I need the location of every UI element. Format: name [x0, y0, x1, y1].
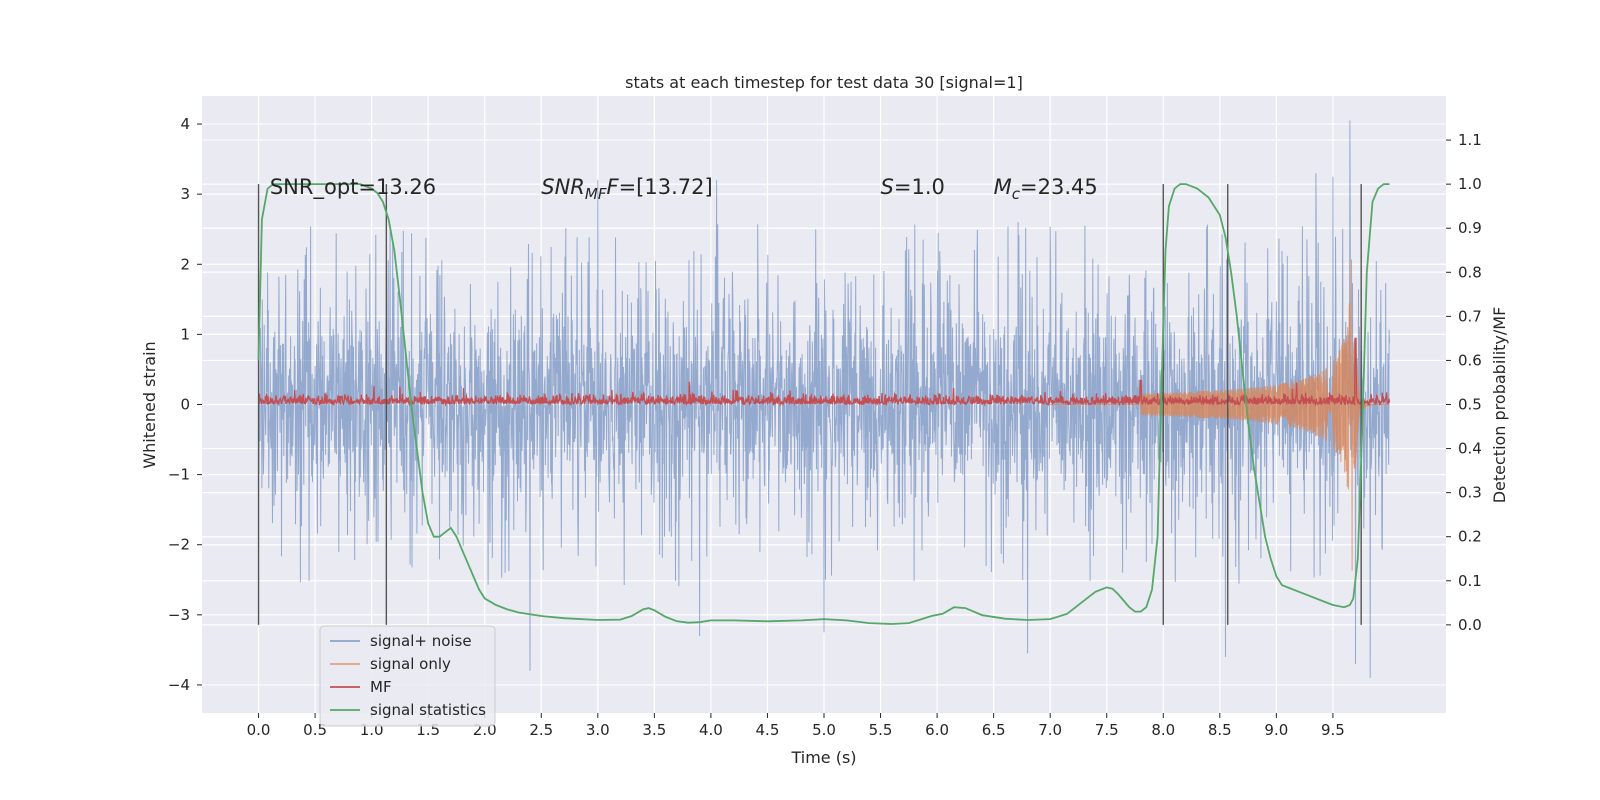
legend-label: signal+ noise — [370, 632, 472, 650]
x-tick-label: 2.5 — [529, 721, 553, 739]
legend: signal+ noise signal only MF signal statist… — [319, 625, 496, 727]
x-tick-label: 0.5 — [303, 721, 327, 739]
annotation-3: S=1.0 — [881, 175, 945, 199]
y-right-tick-label: 0.7 — [1458, 307, 1482, 325]
series-signal-statistics-line — [257, 183, 1390, 625]
annotation-4: Mc=23.45 — [994, 175, 1098, 203]
y-tick-label: −2 — [168, 536, 190, 554]
annotation-1: SNR_opt=13.26 — [270, 175, 436, 200]
y-tick-label: 0 — [180, 396, 190, 414]
y-right-tick-label: 0.8 — [1458, 263, 1482, 281]
legend-label: signal only — [370, 655, 451, 673]
y-right-tick-label: 0.9 — [1458, 219, 1482, 237]
y-right-tick-label: 1.1 — [1458, 131, 1482, 149]
series-signal-noise-line — [258, 120, 1390, 678]
annotation-part: F — [606, 175, 619, 199]
y-right-tick-label: 0.6 — [1458, 351, 1482, 369]
annotation-part: =1.0 — [894, 175, 945, 199]
y-right-tick-label: 0.0 — [1458, 616, 1482, 634]
y-tick-label: 2 — [180, 255, 190, 273]
y-tick-label: −1 — [168, 466, 190, 484]
annotation-subscript: MF — [585, 185, 607, 203]
x-tick-label: 5.0 — [812, 721, 836, 739]
chart-title: stats at each timestep for test data 30 … — [625, 73, 1023, 92]
y-right-tick-label: 0.4 — [1458, 440, 1482, 458]
y-tick-label: 3 — [180, 185, 190, 203]
annotation-part: SNR — [541, 175, 585, 199]
x-tick-label: 4.5 — [756, 721, 780, 739]
y-axis-label: Whitened strain — [140, 341, 159, 468]
x-tick-label: 8.0 — [1151, 721, 1175, 739]
annotations: SNR_opt=13.26 SNRMFF=[13.72] S=1.0 Mc=23.45 — [270, 175, 1098, 203]
y-tick-label: −3 — [168, 606, 190, 624]
x-tick-label: 4.0 — [699, 721, 723, 739]
annotation-part: S — [881, 175, 894, 199]
annotation-part: =23.45 — [1020, 175, 1098, 199]
annotation-part: =[13.72] — [619, 175, 713, 199]
annotation-part: M — [994, 175, 1012, 199]
y-right-tick-label: 0.3 — [1458, 484, 1482, 502]
plot-area — [257, 120, 1391, 678]
y-right-tick-label: 0.5 — [1458, 396, 1482, 414]
y-tick-label: 4 — [180, 115, 190, 133]
annotation-part: F — [606, 175, 619, 199]
x-axis-label: Time (s) — [790, 748, 856, 767]
annotation-subscript: c — [1012, 185, 1021, 203]
legend-label: signal statistics — [370, 701, 486, 719]
legend-label: MF — [370, 678, 392, 696]
x-tick-label: 9.0 — [1264, 721, 1288, 739]
x-tick-label: 7.0 — [1038, 721, 1062, 739]
x-tick-label: 6.5 — [982, 721, 1006, 739]
x-tick-label: 7.5 — [1095, 721, 1119, 739]
x-tick-label: 6.0 — [925, 721, 949, 739]
y-right-tick-label: 0.1 — [1458, 572, 1482, 590]
y-tick-label: −4 — [168, 676, 190, 694]
x-tick-label: 0.0 — [247, 721, 271, 739]
x-tick-label: 3.5 — [642, 721, 666, 739]
y-right-tick-label: 0.2 — [1458, 528, 1482, 546]
y-axis-right-label: Detection probability/MF — [1490, 307, 1509, 504]
x-tick-label: 3.0 — [586, 721, 610, 739]
annotation-2: SNRMFF=[13.72] — [541, 175, 712, 203]
series-mf-line — [257, 337, 1391, 407]
legend-box — [319, 625, 496, 727]
y-right-tick-label: 1.0 — [1458, 175, 1482, 193]
x-tick-label: 8.5 — [1208, 721, 1232, 739]
y-tick-label: 1 — [180, 325, 190, 343]
x-tick-label: 5.5 — [869, 721, 893, 739]
x-tick-label: 9.5 — [1321, 721, 1345, 739]
